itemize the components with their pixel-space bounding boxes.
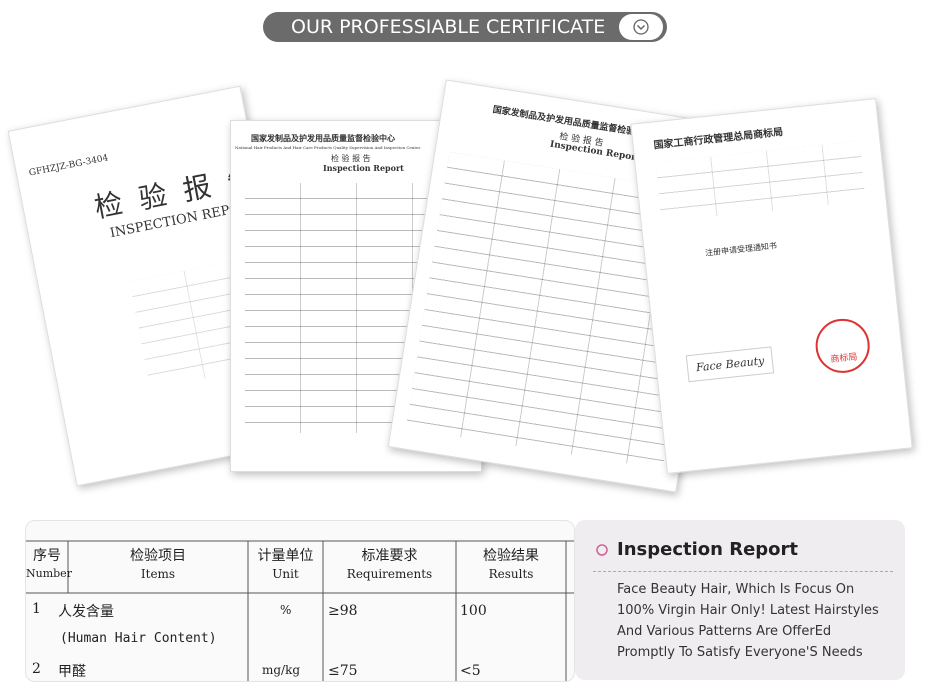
row-number: 2 [32,661,41,677]
chevron-icon [633,19,649,35]
cert-title-cn: 国家发制品及护发用品质量监督检验中心 [251,133,395,143]
header-cn: 检验结果 [483,548,539,564]
header-en: Number [26,567,72,580]
table-grid [26,540,574,681]
row-result: 100 [460,603,487,619]
cert-notice: 注册申请受理通知书 [704,241,778,258]
header-en: Unit [272,567,299,581]
info-line: Face Beauty Hair, Which Is Focus On [617,582,855,597]
header-cn: 检验项目 [130,548,186,564]
certificate: 国家工商行政管理总局商标局 注册申请受理通知书 Face Beauty 商标局 [630,98,913,474]
row-requirement: ≥98 [328,603,358,619]
table-crop: 序号 Number 检验项目 Items 计量单位 Unit 标准要求 Requ… [25,520,575,682]
row-item: 甲醛 [58,664,86,680]
cert-title-en: National Hair Products And Hair Care Pro… [235,145,421,150]
row-requirement: ≤75 [328,663,358,679]
cert-title-cn: 国家工商行政管理总局商标局 [653,126,784,152]
row-number: 1 [32,601,41,617]
header-cn: 序号 [33,548,61,564]
header-cn: 标准要求 [361,548,418,564]
bullet-circle [596,544,608,556]
info-panel: Inspection Report Face Beauty Hair, Whic… [575,520,905,680]
header-en: Items [140,567,176,581]
text-lines [655,141,866,223]
header-en: Requirements [346,567,433,581]
info-title: Inspection Report [617,539,799,560]
header-title: OUR PROFESSIABLE CERTIFICATE [291,16,606,38]
cert-subtitle-en: Inspection Report [323,163,404,173]
row-unit: mg/kg [262,663,301,677]
divider [593,571,893,572]
row-item-en: (Human Hair Content) [60,631,217,646]
info-line: 100% Virgin Hair Only! Latest Hairstyles [617,603,879,618]
header-pill: OUR PROFESSIABLE CERTIFICATE [263,12,667,42]
toggle-icon[interactable] [619,14,663,40]
row-result: <5 [460,663,481,679]
row-unit: % [280,603,292,617]
header-en: Results [488,567,534,581]
cert-subtitle-cn: 检 验 报 告 [331,154,371,163]
info-line: And Various Patterns Are OfferEd [617,624,832,639]
cert-code: GFHZJZ-BG-3404 [28,153,110,179]
row-item: 人发含量 [58,604,114,620]
red-stamp: 商标局 [812,316,873,376]
info-line: Promptly To Satisfy Everyone'S Needs [617,645,863,660]
brand-logo: Face Beauty [685,346,775,383]
header-cn: 计量单位 [257,548,314,564]
